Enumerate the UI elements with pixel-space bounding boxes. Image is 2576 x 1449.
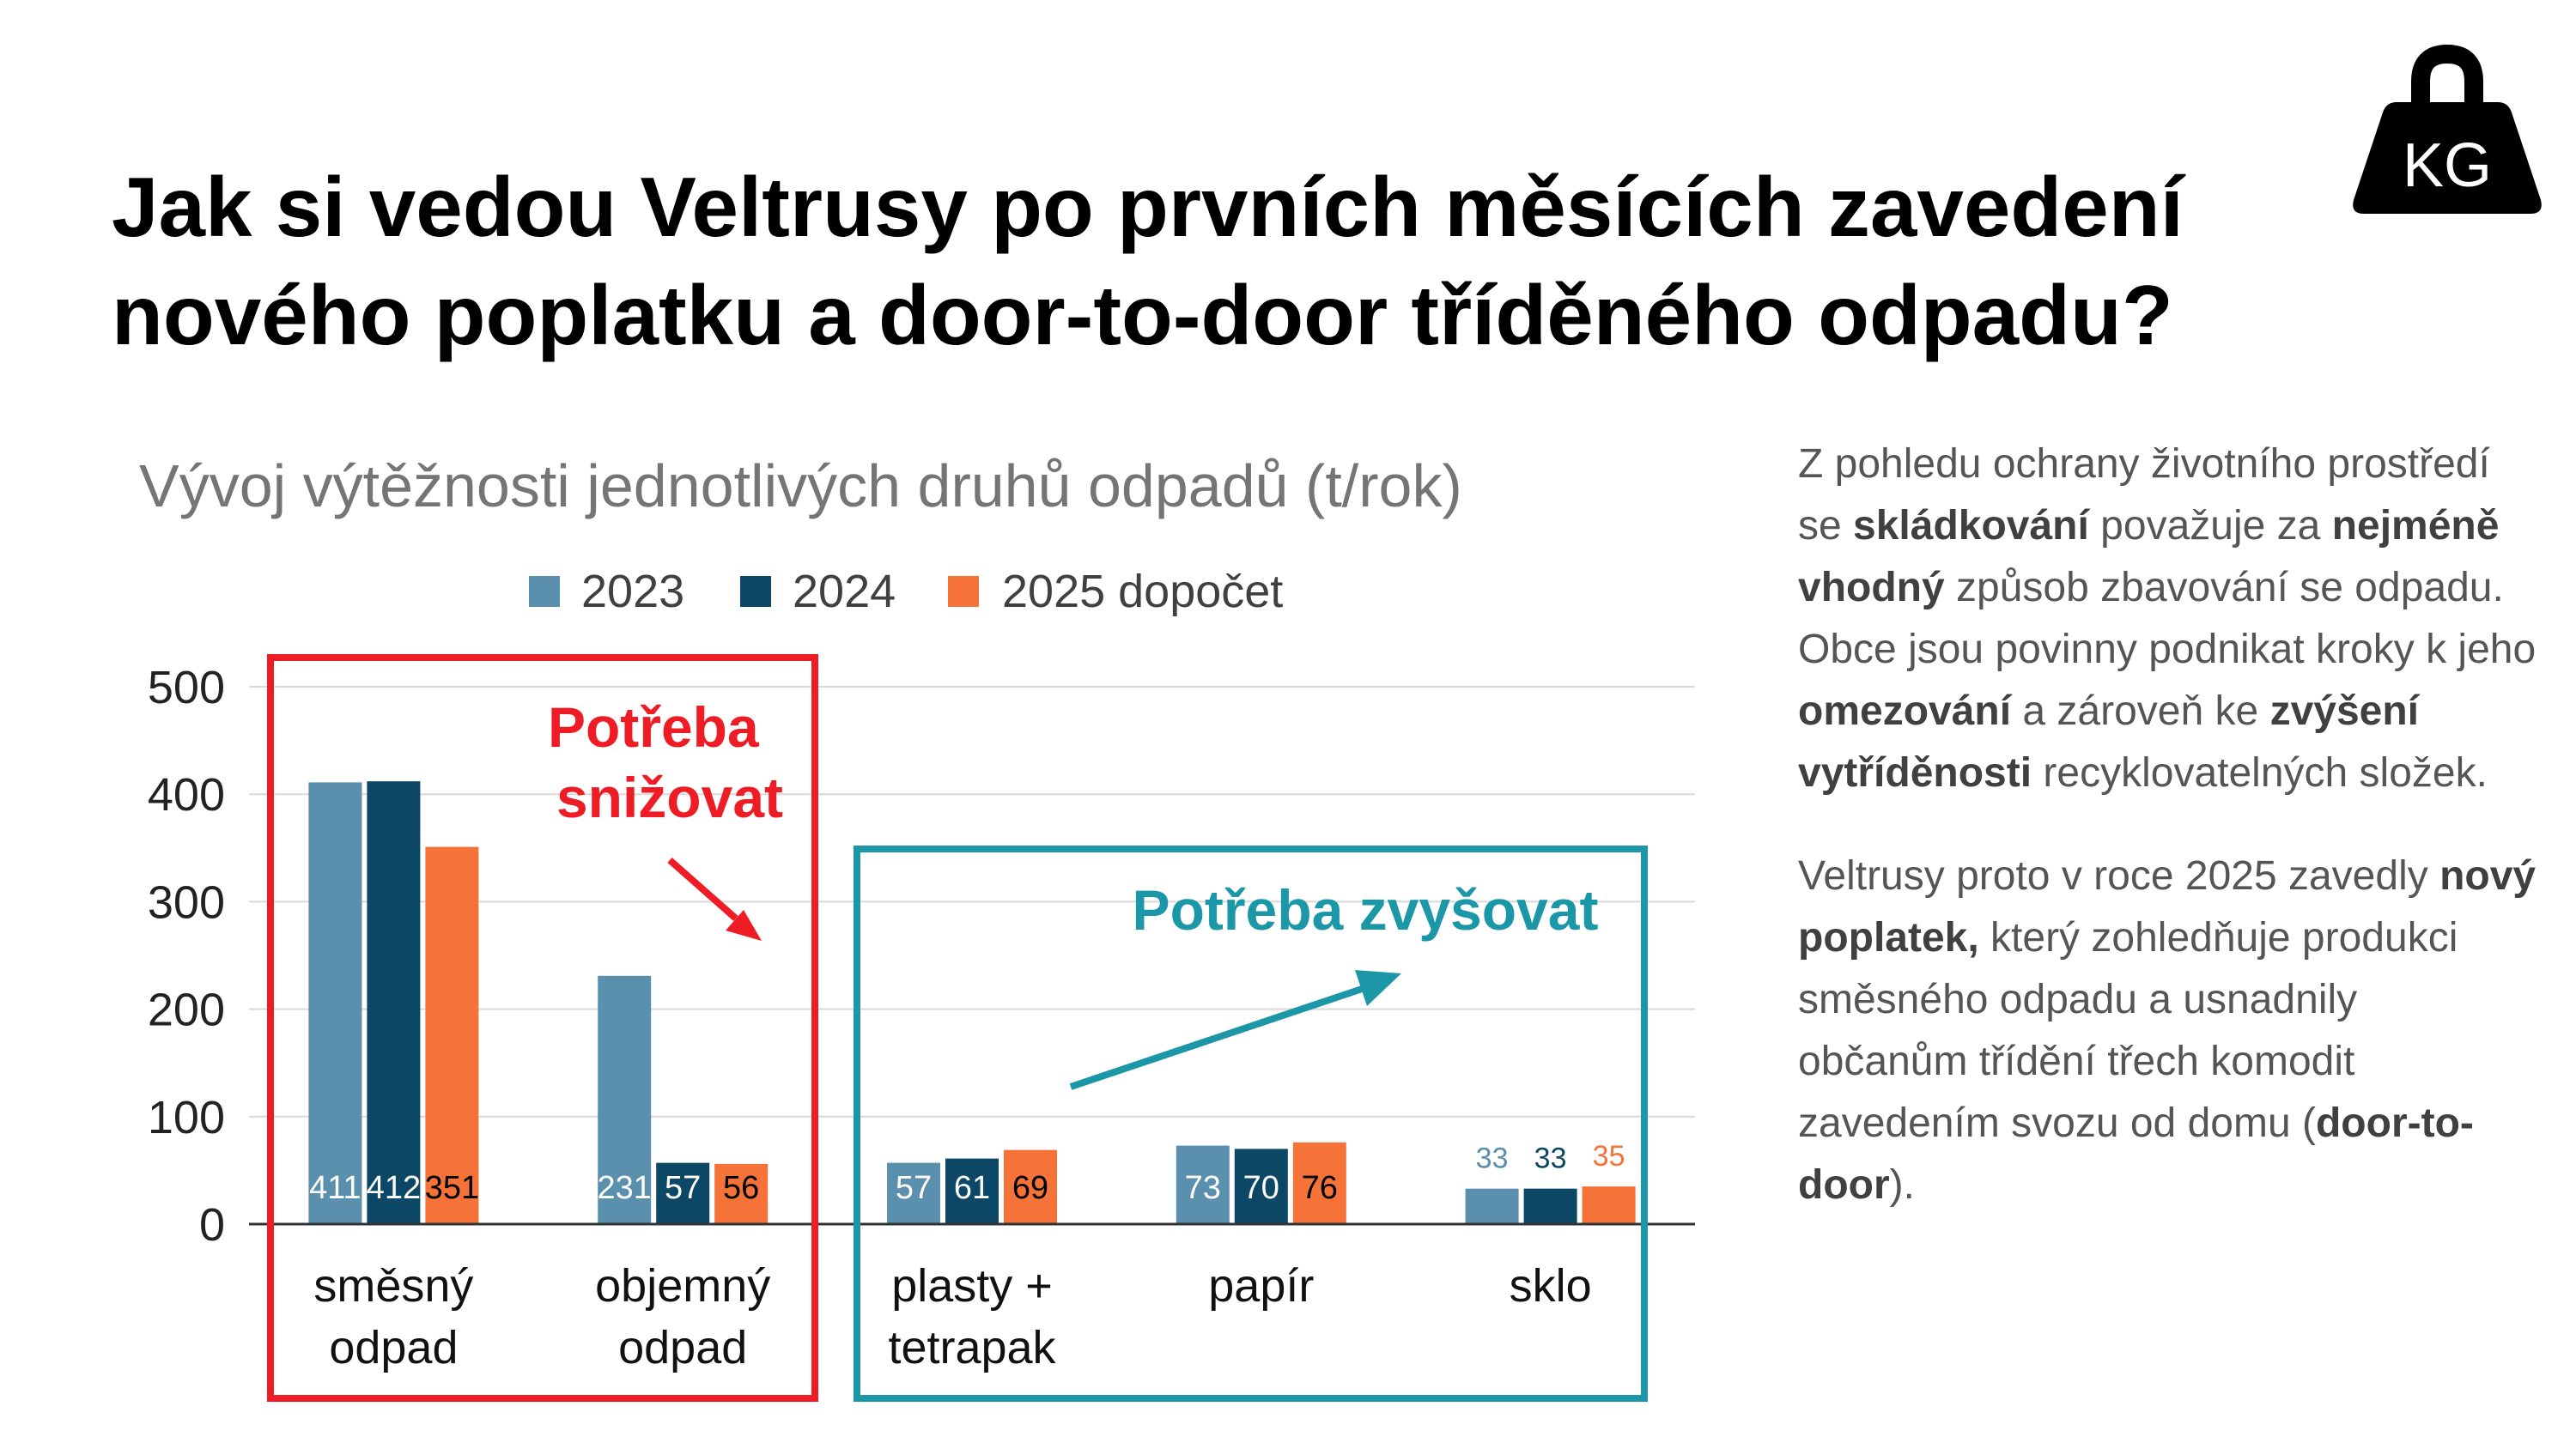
bar-2024-1 — [656, 1162, 710, 1224]
data-label: 57 — [665, 1170, 701, 1206]
page-title-line-2: nového poplatku a door-to-door tříděného… — [112, 268, 2173, 362]
x-tick-label: plasty + — [891, 1260, 1053, 1312]
y-tick-label: 0 — [199, 1199, 225, 1251]
explanation-paragraph-1: Z pohledu ochrany životního prostředí se… — [1798, 433, 2537, 804]
x-tick-label: odpad — [329, 1322, 458, 1373]
bar-2024-2 — [945, 1158, 999, 1224]
paragraph-text: který zohledňuje produkci směsného odpad… — [1798, 915, 2458, 1146]
paragraph-text: Z pohledu ochrany životního prostředí se — [1798, 441, 2490, 549]
data-label: 56 — [723, 1170, 759, 1206]
emphasized-text: skládkování — [1853, 503, 2089, 549]
data-label: 57 — [896, 1170, 932, 1206]
data-labels: 411 412 351 231 57 56 57 61 69 73 70 76 33 33 35 — [309, 1140, 1625, 1206]
chart-grid — [249, 686, 1695, 1118]
waste-yield-chart: Vývoj výtěžnosti jednotlivých druhů odpa… — [139, 452, 1695, 1402]
bar-2025-1 — [714, 1163, 769, 1224]
legend-label-2024: 2024 — [793, 566, 896, 617]
data-label: 69 — [1012, 1170, 1048, 1206]
page-title-line-1: Jak si vedou Veltrusy po prvních měsícíc… — [112, 160, 2184, 254]
bar-2025-2 — [1004, 1149, 1057, 1224]
chart-legend: 2023 2024 2025 dopočet — [529, 566, 1283, 617]
bar-2023-0 — [308, 782, 362, 1224]
x-tick-label: směsný — [313, 1260, 473, 1312]
bar-2025-4 — [1582, 1186, 1636, 1224]
emphasized-text: nejméně vhodný — [1798, 503, 2500, 610]
bar-2023-4 — [1465, 1188, 1519, 1224]
data-label: 76 — [1302, 1170, 1338, 1206]
data-label: 70 — [1243, 1170, 1279, 1206]
paragraph-text: způsob zbavování se odpadu. Obce jsou po… — [1798, 565, 2537, 672]
data-label: 61 — [954, 1170, 990, 1206]
data-label: 351 — [425, 1170, 479, 1206]
bar-2023-2 — [887, 1162, 940, 1224]
emphasized-text: nový poplatek, — [1798, 853, 2537, 961]
explanation-panel: Z pohledu ochrany životního prostředí se… — [1798, 433, 2537, 1258]
x-tick-label: objemný — [595, 1260, 770, 1312]
legend-label-2025: 2025 dopočet — [1002, 566, 1283, 617]
bar-2025-0 — [425, 846, 479, 1224]
x-tick-label: papír — [1208, 1260, 1314, 1312]
paragraph-text: recyklovatelných složek. — [2032, 750, 2488, 796]
legend-swatch-2024 — [740, 576, 771, 607]
page-title: Jak si vedou Veltrusy po prvních měsícíc… — [112, 153, 2310, 369]
data-label: 35 — [1593, 1140, 1625, 1173]
chart-title: Vývoj výtěžnosti jednotlivých druhů odpa… — [139, 452, 1462, 519]
paragraph-text: považuje za — [2088, 503, 2332, 549]
bar-2024-0 — [367, 781, 421, 1224]
emphasized-text: omezování — [1798, 688, 2012, 734]
y-tick-label: 300 — [148, 876, 225, 928]
data-label: 411 — [309, 1170, 361, 1206]
increase-highlight-box — [854, 846, 1648, 1402]
y-axis-ticks: 0 100 200 300 400 500 — [148, 662, 225, 1251]
bar-series — [308, 781, 1636, 1224]
kg-icon-label: KG — [2403, 131, 2492, 200]
emphasized-text: door-to-door — [1798, 1100, 2474, 1208]
y-tick-label: 200 — [148, 985, 225, 1036]
x-tick-label: tetrapak — [888, 1322, 1056, 1373]
y-tick-label: 400 — [148, 769, 225, 821]
paragraph-text: a zároveň ke — [2011, 688, 2270, 734]
data-label: 33 — [1534, 1143, 1567, 1175]
y-tick-label: 500 — [148, 662, 225, 713]
decrease-highlight-box — [267, 654, 818, 1402]
decrease-arrow-icon — [667, 858, 762, 941]
decrease-annotation-line-1: Potřeba — [548, 695, 760, 759]
x-axis-labels: směsný odpad objemný odpad plasty + tetrapak p… — [313, 1260, 1591, 1373]
paragraph-text: ). — [1889, 1162, 1915, 1208]
explanation-paragraph-2: Veltrusy proto v roce 2025 zavedly nový … — [1798, 846, 2537, 1216]
legend-swatch-2025 — [948, 576, 979, 607]
data-label: 412 — [367, 1170, 421, 1206]
bar-2023-3 — [1176, 1145, 1230, 1224]
data-label: 73 — [1185, 1170, 1221, 1206]
bar-2024-4 — [1523, 1188, 1577, 1224]
increase-annotation: Potřeba zvyšovat — [1133, 878, 1599, 942]
legend-label-2023: 2023 — [581, 566, 684, 617]
decrease-annotation: Potřeba snižovat — [548, 695, 783, 829]
data-label: 33 — [1476, 1143, 1509, 1175]
x-tick-label: odpad — [618, 1322, 747, 1373]
emphasized-text: zvýšení vytříděnosti — [1798, 688, 2419, 796]
data-label: 231 — [597, 1170, 651, 1206]
paragraph-text: Veltrusy proto v roce 2025 zavedly — [1798, 853, 2440, 899]
bar-2024-3 — [1234, 1149, 1288, 1224]
increase-arrow-icon — [1069, 970, 1401, 1090]
bar-2025-3 — [1292, 1142, 1346, 1224]
bar-2023-1 — [598, 975, 652, 1224]
x-tick-label: sklo — [1510, 1260, 1592, 1312]
kg-weight-icon: KG — [2353, 44, 2542, 214]
legend-swatch-2023 — [529, 576, 560, 607]
decrease-annotation-line-2: snižovat — [556, 766, 783, 829]
y-tick-label: 100 — [148, 1092, 225, 1143]
